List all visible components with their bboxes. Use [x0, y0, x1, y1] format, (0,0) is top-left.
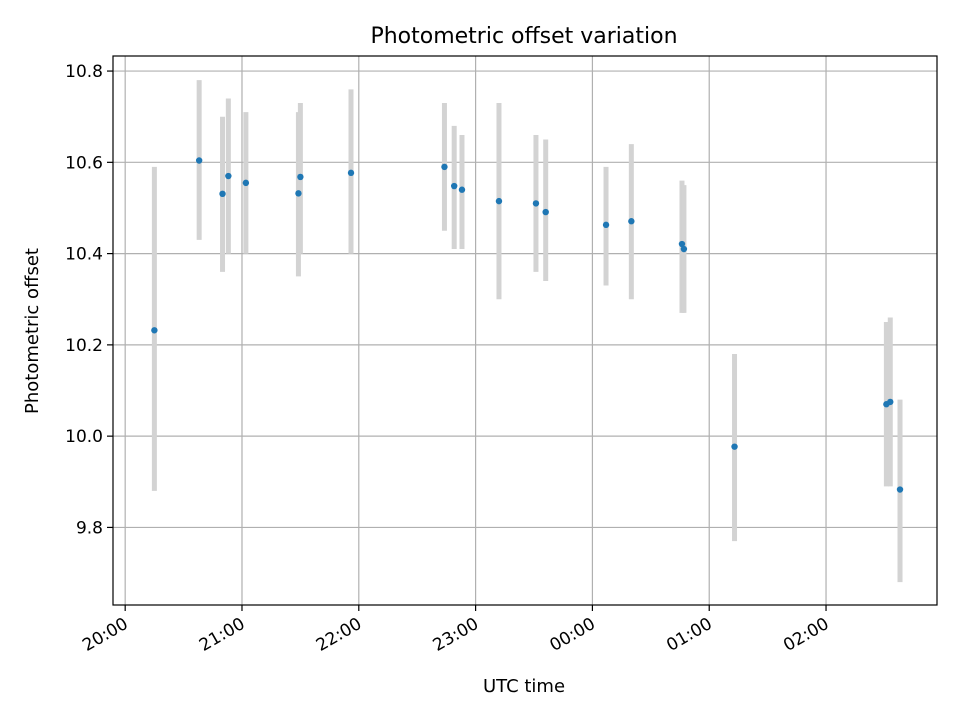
- data-point: [219, 190, 226, 198]
- data-point: [195, 157, 203, 164]
- y-tick-label: 10.2: [65, 336, 103, 356]
- plot-area-frame: [112, 55, 938, 606]
- x-axis-label: UTC time: [483, 676, 565, 697]
- data-point: [295, 190, 302, 197]
- data-point: [678, 240, 686, 248]
- data-point: [450, 182, 458, 190]
- data-point: [680, 245, 688, 253]
- data-point: [297, 173, 304, 181]
- data-point: [628, 218, 635, 225]
- data-points: [151, 157, 904, 493]
- data-point: [602, 221, 610, 229]
- y-tick-label: 10.8: [65, 62, 103, 82]
- chart-title: Photometric offset variation: [370, 24, 677, 49]
- data-point: [347, 169, 355, 177]
- data-point: [495, 197, 503, 205]
- data-point: [532, 200, 540, 207]
- data-point: [458, 186, 466, 193]
- data-point: [441, 163, 448, 171]
- y-tick-label: 10.0: [65, 427, 103, 447]
- y-tick-label: 9.8: [76, 518, 103, 538]
- data-point: [887, 398, 894, 406]
- data-point: [151, 327, 158, 334]
- y-axis-label: Photometric offset: [22, 248, 43, 414]
- data-point: [242, 179, 250, 187]
- data-point: [896, 486, 904, 493]
- data-point: [542, 208, 549, 216]
- data-point: [225, 172, 232, 180]
- grid: [113, 56, 937, 605]
- y-tick-label: 10.6: [65, 153, 103, 173]
- y-tick-label: 10.4: [65, 245, 103, 265]
- data-point: [731, 443, 738, 450]
